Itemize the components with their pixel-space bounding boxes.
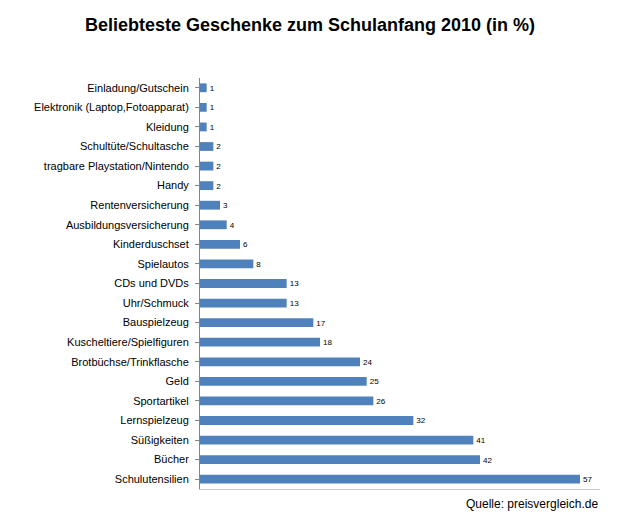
svg-text:Lernspielzeug: Lernspielzeug [120, 414, 189, 426]
svg-text:Handy: Handy [157, 179, 189, 191]
svg-text:1: 1 [210, 103, 215, 112]
svg-text:Bücher: Bücher [154, 453, 189, 465]
svg-text:8: 8 [256, 260, 261, 269]
svg-text:Kinderduschset: Kinderduschset [113, 238, 189, 250]
svg-text:CDs und DVDs: CDs und DVDs [114, 277, 189, 289]
svg-text:1: 1 [210, 84, 215, 93]
svg-text:Geld: Geld [166, 375, 189, 387]
svg-text:Spielautos: Spielautos [137, 258, 189, 270]
svg-text:32: 32 [416, 416, 425, 425]
svg-text:Sportartikel: Sportartikel [133, 395, 189, 407]
svg-text:13: 13 [290, 299, 299, 308]
svg-text:Bauspielzeug: Bauspielzeug [123, 316, 189, 328]
svg-text:2: 2 [216, 162, 221, 171]
svg-text:Kuscheltiere/Spielfiguren: Kuscheltiere/Spielfiguren [67, 336, 189, 348]
svg-text:25: 25 [370, 377, 379, 386]
svg-text:Uhr/Schmuck: Uhr/Schmuck [123, 297, 190, 309]
svg-text:13: 13 [290, 279, 299, 288]
svg-text:tragbare Playstation/Nintendo: tragbare Playstation/Nintendo [44, 160, 189, 172]
svg-text:Süßigkeiten: Süßigkeiten [131, 434, 189, 446]
svg-text:42: 42 [483, 456, 492, 465]
svg-text:41: 41 [476, 436, 485, 445]
svg-text:Quelle: preisvergleich.de: Quelle: preisvergleich.de [466, 497, 598, 511]
svg-text:4: 4 [230, 221, 235, 230]
svg-text:1: 1 [210, 123, 215, 132]
svg-text:2: 2 [216, 142, 221, 151]
svg-text:Ausbildungsversicherung: Ausbildungsversicherung [66, 219, 189, 231]
svg-text:Kleidung: Kleidung [146, 121, 189, 133]
svg-text:Einladung/Gutschein: Einladung/Gutschein [87, 82, 189, 94]
svg-text:3: 3 [223, 201, 228, 210]
svg-text:Elektronik (Laptop,Fotoapparat: Elektronik (Laptop,Fotoapparat) [34, 101, 189, 113]
svg-text:Schultüte/Schultasche: Schultüte/Schultasche [80, 140, 189, 152]
svg-text:24: 24 [363, 358, 372, 367]
svg-text:2: 2 [216, 182, 221, 191]
svg-text:Schulutensilien: Schulutensilien [115, 473, 189, 485]
svg-text:57: 57 [583, 475, 592, 484]
svg-text:26: 26 [376, 397, 385, 406]
svg-text:6: 6 [243, 240, 248, 249]
svg-text:17: 17 [316, 319, 325, 328]
svg-text:Brotbüchse/Trinkflasche: Brotbüchse/Trinkflasche [71, 356, 189, 368]
svg-text:Rentenversicherung: Rentenversicherung [90, 199, 188, 211]
svg-text:Beliebteste Geschenke zum Schu: Beliebteste Geschenke zum Schulanfang 20… [85, 15, 535, 35]
svg-text:18: 18 [323, 338, 332, 347]
